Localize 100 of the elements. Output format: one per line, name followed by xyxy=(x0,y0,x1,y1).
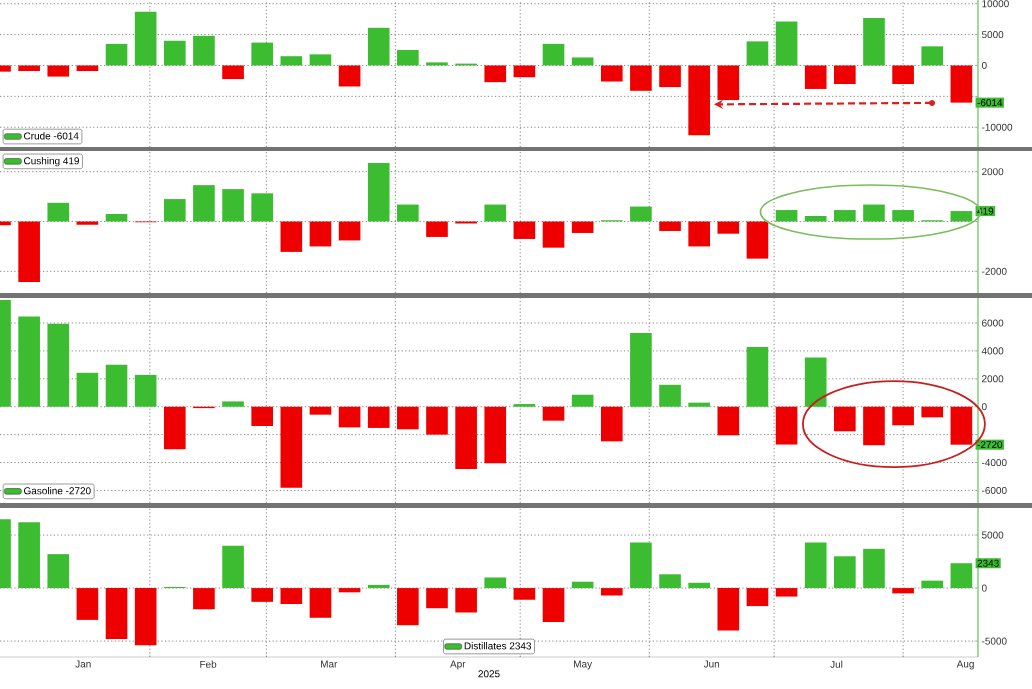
bar xyxy=(746,41,769,66)
x-tick-label: May xyxy=(574,660,593,670)
bar xyxy=(834,210,856,222)
bar xyxy=(76,372,99,407)
bar xyxy=(863,17,885,66)
bar xyxy=(775,588,798,597)
bar xyxy=(804,357,827,407)
bar xyxy=(950,211,973,222)
bar xyxy=(775,21,798,66)
bar xyxy=(105,43,128,66)
bar xyxy=(18,316,40,407)
y-tick-label: 10000 xyxy=(982,0,1009,8)
bar xyxy=(688,582,710,589)
bar xyxy=(426,62,448,66)
bar xyxy=(600,588,623,596)
bar xyxy=(717,221,740,234)
legend-label: Crude -6014 xyxy=(24,132,79,140)
bar xyxy=(659,384,681,407)
bar xyxy=(397,588,419,626)
y-tick-label: 2000 xyxy=(982,168,1004,176)
bar xyxy=(688,221,710,247)
bar xyxy=(280,221,303,252)
bar xyxy=(455,406,477,470)
bar xyxy=(309,221,332,247)
bar xyxy=(367,162,390,222)
bar xyxy=(513,404,536,407)
bar xyxy=(426,406,448,435)
bar xyxy=(367,27,390,66)
bar xyxy=(746,221,769,259)
y-tick-label: 0 xyxy=(981,584,987,592)
bar xyxy=(222,189,244,222)
bar xyxy=(280,588,303,604)
bar xyxy=(863,548,885,589)
bar xyxy=(222,401,244,407)
annotation: -6014 xyxy=(977,99,1003,107)
bar xyxy=(338,588,361,593)
bar xyxy=(163,40,186,66)
bar xyxy=(251,193,274,222)
legend-label: Distillates 2343 xyxy=(464,642,532,650)
bar xyxy=(338,221,361,241)
bar xyxy=(892,588,914,594)
bar xyxy=(513,65,536,78)
bar xyxy=(134,11,157,66)
x-tick-label: Jan xyxy=(75,660,91,668)
bar xyxy=(222,545,244,589)
bar xyxy=(338,406,361,428)
bar xyxy=(775,406,798,445)
y-tick-label: 4000 xyxy=(981,347,1004,355)
bar xyxy=(542,406,565,421)
annotation: 2343 xyxy=(977,559,999,567)
bar xyxy=(484,65,507,83)
bar xyxy=(892,65,914,84)
bar xyxy=(513,588,536,600)
bar xyxy=(804,542,827,589)
bar xyxy=(193,185,215,222)
y-tick-label: 0 xyxy=(981,61,987,69)
bar xyxy=(47,323,70,407)
bar xyxy=(630,65,652,91)
y-tick-label: 5000 xyxy=(981,31,1004,39)
bar xyxy=(804,216,827,222)
bar xyxy=(47,65,70,77)
bar xyxy=(397,406,419,430)
bar xyxy=(688,65,710,136)
bar xyxy=(76,588,99,620)
bar xyxy=(804,65,827,89)
bar xyxy=(659,221,681,231)
y-tick-label: -5000 xyxy=(981,637,1007,645)
y-tick-label: 2000 xyxy=(982,375,1004,383)
y-tick-label: -10000 xyxy=(981,123,1013,131)
bar xyxy=(163,199,186,222)
bar xyxy=(193,588,215,610)
x-tick-label: Jul xyxy=(830,660,843,668)
bar xyxy=(746,346,769,407)
bar xyxy=(18,522,40,589)
bar xyxy=(688,402,710,407)
bar xyxy=(426,221,448,237)
bar xyxy=(863,204,885,222)
y-tick-label: 0 xyxy=(981,403,987,411)
bar xyxy=(484,577,507,589)
bar xyxy=(397,204,419,222)
bar xyxy=(630,206,652,222)
bar xyxy=(251,42,274,66)
x-tick-label: Aug xyxy=(956,660,974,670)
bar xyxy=(571,57,594,66)
bar xyxy=(542,43,565,66)
bar xyxy=(76,221,99,225)
bar xyxy=(105,588,128,639)
bar xyxy=(163,406,186,450)
bar xyxy=(921,46,944,66)
bar xyxy=(542,588,565,623)
bar xyxy=(950,406,973,445)
bar xyxy=(338,65,361,87)
bar xyxy=(892,406,914,426)
bar xyxy=(571,221,594,233)
x-tick-label: Mar xyxy=(321,660,338,668)
x-axis-title: 2025 xyxy=(478,670,500,678)
bar xyxy=(571,581,594,589)
bar xyxy=(513,221,536,239)
bar xyxy=(47,202,70,222)
bar xyxy=(397,50,419,66)
